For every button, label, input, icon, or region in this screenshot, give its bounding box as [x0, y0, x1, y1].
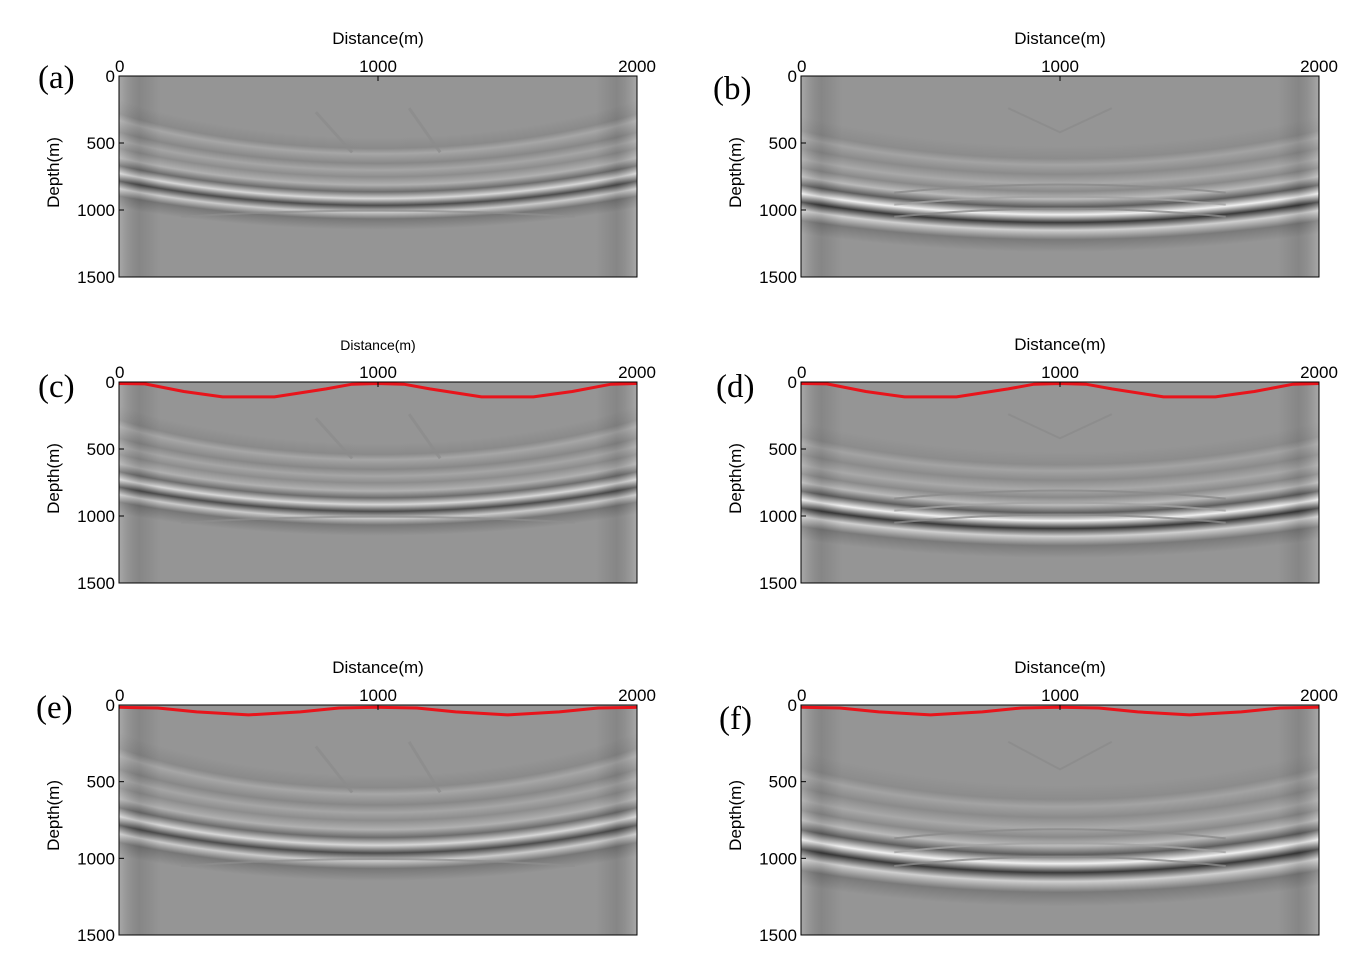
y-tick-label: 0 [106, 373, 115, 392]
x-tick-label: 0 [797, 57, 806, 76]
y-tick-label: 1000 [77, 201, 115, 220]
panel-c: 0 1000 2000 0 500 1000 1500 Distance(m) Depth(m)… [38, 337, 656, 593]
y-axis-title: Depth(m) [44, 443, 63, 514]
reflector [314, 745, 354, 794]
x-tick-label: 0 [115, 57, 124, 76]
y-tick-label: 0 [788, 67, 797, 86]
panel-label: (d) [716, 369, 754, 405]
y-axis-title: Depth(m) [44, 780, 63, 851]
y-tick-label: 0 [106, 696, 115, 715]
edge-shading [801, 76, 1319, 277]
y-tick-label: 1500 [77, 926, 115, 945]
y-axis-title: Depth(m) [726, 780, 745, 851]
x-axis-title: Distance(m) [1014, 335, 1106, 354]
panel-label: (c) [38, 369, 75, 405]
y-tick-label: 500 [87, 134, 115, 153]
reflector [1007, 413, 1113, 440]
edge-shading [119, 382, 637, 583]
reflector [894, 183, 1226, 194]
reflector [894, 828, 1226, 840]
y-axis-title: Depth(m) [726, 443, 745, 514]
x-tick-label: 1000 [1041, 686, 1079, 705]
x-tick-label: 2000 [1300, 57, 1338, 76]
panel-label: (b) [713, 71, 751, 107]
x-axis-title: Distance(m) [340, 337, 415, 353]
reflector [894, 195, 1226, 206]
reflector [894, 489, 1226, 500]
x-tick-label: 0 [797, 363, 806, 382]
x-tick-label: 1000 [1041, 363, 1079, 382]
y-tick-label: 1500 [77, 268, 115, 287]
y-tick-label: 1000 [759, 507, 797, 526]
reflector [1007, 107, 1113, 134]
y-tick-label: 500 [769, 773, 797, 792]
panel-e: 0 1000 2000 0 500 1000 1500 Distance(m) Depth(m)… [36, 658, 656, 945]
panel-label: (f) [719, 701, 752, 737]
reflector [894, 501, 1226, 512]
edge-shading [801, 382, 1319, 583]
y-tick-label: 0 [788, 373, 797, 392]
reflector [894, 207, 1226, 218]
x-tick-label: 2000 [1300, 363, 1338, 382]
y-tick-label: 500 [87, 440, 115, 459]
x-tick-label: 2000 [1300, 686, 1338, 705]
panel-b: 0 1000 2000 0 500 1000 1500 Distance(m) Depth(m)… [713, 29, 1338, 287]
y-tick-label: 500 [769, 440, 797, 459]
y-tick-label: 1000 [759, 201, 797, 220]
reflector [894, 855, 1226, 867]
y-axis-title: Depth(m) [726, 137, 745, 208]
reflector [181, 515, 575, 524]
x-tick-label: 1000 [359, 57, 397, 76]
reflector [407, 741, 442, 794]
reflector [894, 842, 1226, 854]
x-tick-label: 1000 [1041, 57, 1079, 76]
y-tick-label: 1500 [77, 574, 115, 593]
reflector [407, 107, 442, 154]
x-tick-label: 2000 [618, 363, 656, 382]
y-tick-label: 1500 [759, 926, 797, 945]
x-axis-title: Distance(m) [332, 658, 424, 677]
panel-f: 0 1000 2000 0 500 1000 1500 Distance(m) Depth(m)… [719, 658, 1338, 945]
y-tick-label: 1000 [759, 849, 797, 868]
y-tick-label: 0 [788, 696, 797, 715]
x-tick-label: 1000 [359, 363, 397, 382]
edge-shading [119, 76, 637, 277]
reflector [314, 111, 354, 154]
x-axis-title: Distance(m) [1014, 658, 1106, 677]
y-tick-label: 500 [87, 773, 115, 792]
panel-d: 0 1000 2000 0 500 1000 1500 Distance(m) Depth(m)… [716, 335, 1338, 593]
y-tick-label: 1000 [77, 507, 115, 526]
panel-label: (e) [36, 690, 73, 726]
y-tick-label: 1000 [77, 849, 115, 868]
panel-a: 0 1000 2000 0 500 1000 1500 Distance(m) Depth(m)… [38, 29, 656, 287]
x-axis-title: Distance(m) [332, 29, 424, 48]
panel-label: (a) [38, 60, 75, 96]
x-tick-label: 0 [797, 686, 806, 705]
reflector [1007, 740, 1113, 771]
y-tick-label: 500 [769, 134, 797, 153]
y-axis-title: Depth(m) [44, 137, 63, 208]
edge-shading [119, 705, 637, 935]
x-tick-label: 2000 [618, 686, 656, 705]
x-tick-label: 1000 [359, 686, 397, 705]
y-tick-label: 1500 [759, 574, 797, 593]
x-axis-title: Distance(m) [1014, 29, 1106, 48]
x-tick-label: 0 [115, 363, 124, 382]
reflector [181, 858, 575, 867]
reflector [181, 209, 575, 218]
edge-shading [801, 705, 1319, 935]
reflector [314, 417, 354, 460]
y-tick-label: 0 [106, 67, 115, 86]
reflector [407, 413, 442, 460]
x-tick-label: 2000 [618, 57, 656, 76]
x-tick-label: 0 [115, 686, 124, 705]
reflector [894, 513, 1226, 524]
y-tick-label: 1500 [759, 268, 797, 287]
